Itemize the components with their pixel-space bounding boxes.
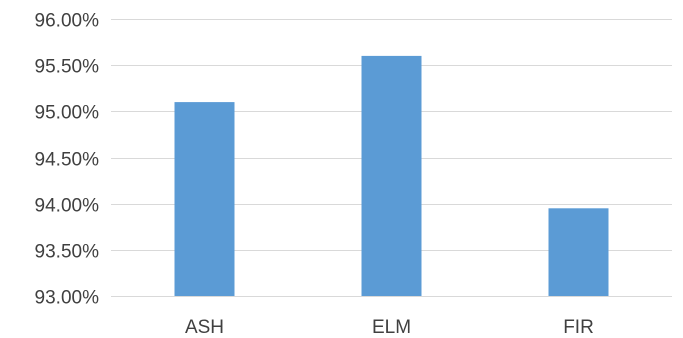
- y-axis-tick-labels: 93.00% 93.50% 94.00% 94.50% 95.00% 95.50% 96.0…: [35, 11, 100, 309]
- y-tick-label: 94.00%: [35, 196, 100, 217]
- y-tick-label: 93.00%: [35, 288, 100, 309]
- y-tick-label: 93.50%: [35, 242, 100, 263]
- bars: [174, 55, 609, 297]
- x-axis-category-labels: ASH ELM FIR: [185, 317, 594, 338]
- x-category-label: FIR: [563, 317, 594, 338]
- x-category-label: ELM: [372, 317, 411, 338]
- bar-elm: [361, 55, 422, 297]
- y-tick-label: 95.50%: [35, 57, 100, 78]
- bar-ash: [174, 102, 235, 296]
- y-tick-label: 96.00%: [35, 11, 100, 32]
- x-category-label: ASH: [185, 317, 224, 338]
- bar-fir: [548, 208, 609, 296]
- y-tick-label: 95.00%: [35, 103, 100, 124]
- y-tick-label: 94.50%: [35, 150, 100, 171]
